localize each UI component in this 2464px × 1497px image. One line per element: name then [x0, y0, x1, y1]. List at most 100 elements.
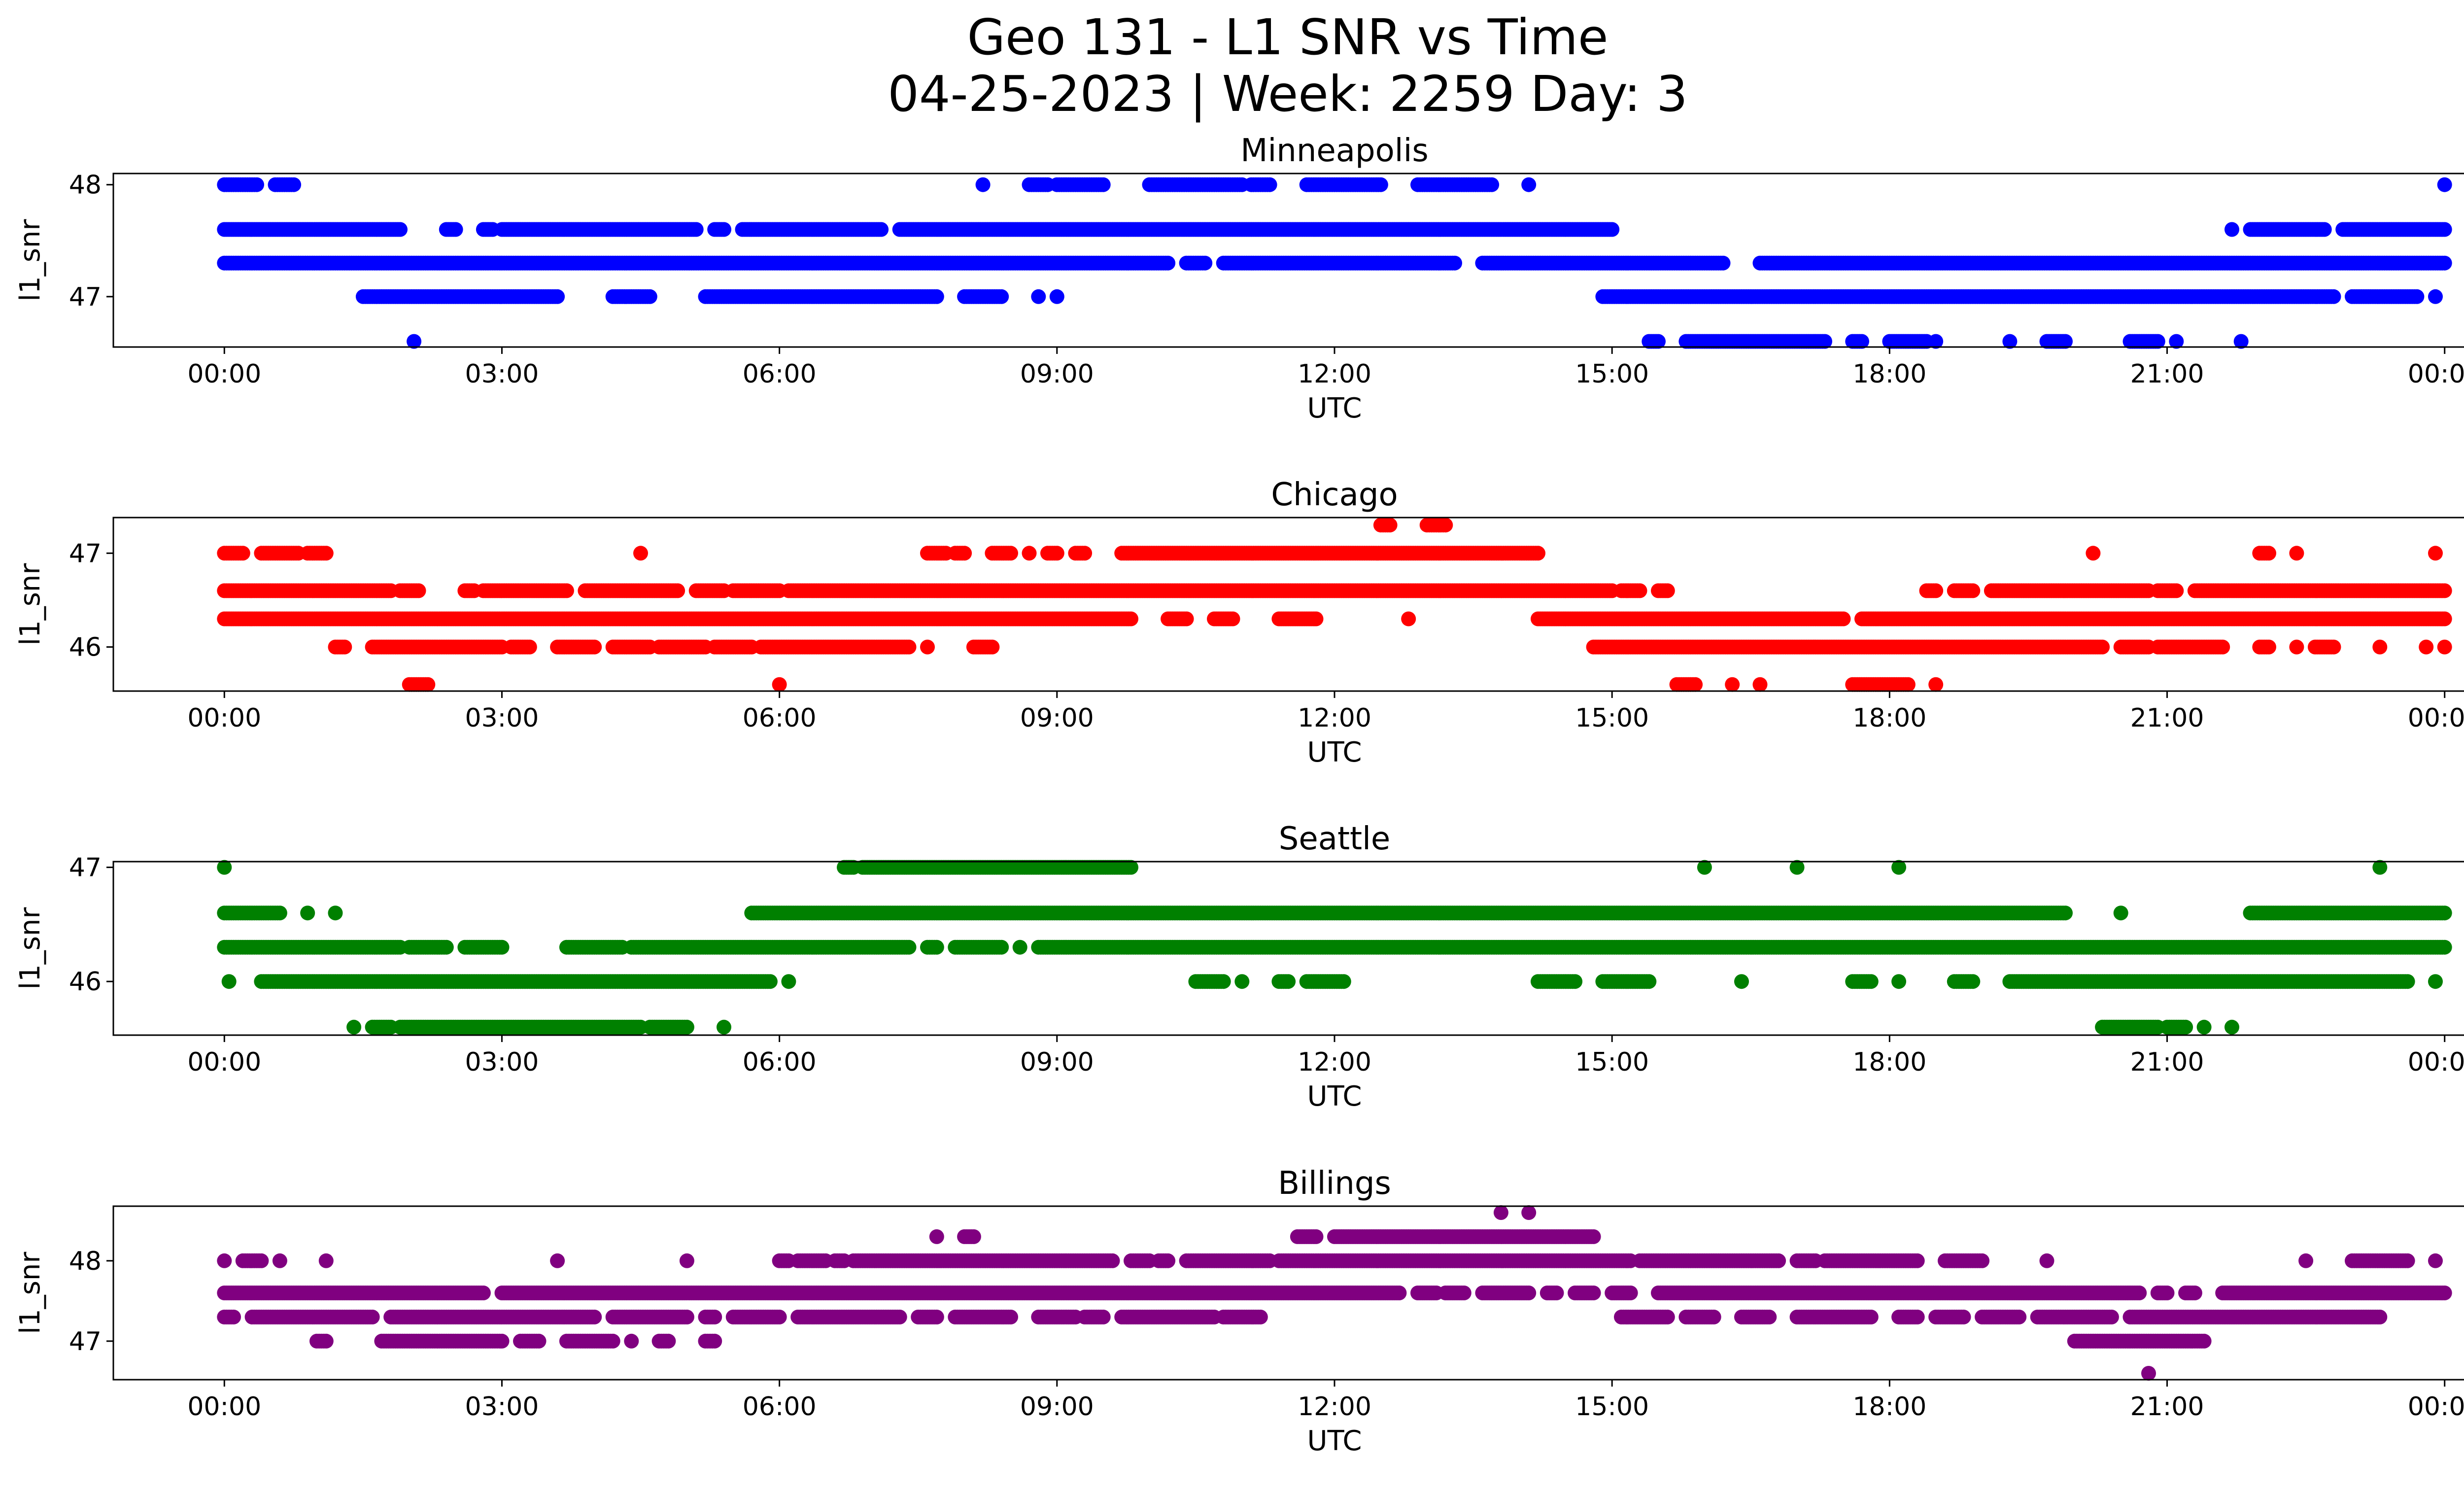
- data-point: [1383, 518, 1398, 532]
- data-point: [286, 177, 301, 192]
- data-point: [448, 222, 463, 237]
- data-point: [1077, 546, 1092, 560]
- figure-title-line2: 04-25-2023 | Week: 2259 Day: 3: [888, 65, 1687, 123]
- data-point: [874, 222, 889, 237]
- y-axis-label: l1_snr: [14, 563, 46, 646]
- data-point: [2095, 640, 2110, 655]
- data-point: [1401, 612, 1416, 627]
- x-tick-label: 18:00: [1852, 359, 1926, 389]
- x-tick-label: 00:00: [187, 703, 261, 733]
- plot-frame: [113, 518, 2464, 691]
- data-point: [1716, 256, 1731, 271]
- data-point: [2317, 222, 2332, 237]
- data-point: [1179, 612, 1194, 627]
- data-point: [1263, 177, 1277, 192]
- data-point: [559, 583, 574, 598]
- data-point: [1521, 177, 1536, 192]
- data-point: [2409, 289, 2424, 304]
- data-point: [976, 177, 991, 192]
- y-axis-label: l1_snr: [14, 219, 46, 302]
- data-point: [1836, 612, 1851, 627]
- data-point: [2289, 640, 2304, 655]
- data-point: [249, 177, 264, 192]
- x-tick-label: 12:00: [1298, 359, 1371, 389]
- series-points: [217, 860, 2452, 1035]
- data-point: [2169, 583, 2184, 598]
- x-axis-label: UTC: [1307, 736, 1362, 768]
- x-axis-label: UTC: [1307, 392, 1362, 424]
- x-tick-label: 00:00: [187, 359, 261, 389]
- x-tick-label: 00:00: [2408, 359, 2464, 389]
- data-point: [1965, 583, 1980, 598]
- data-point: [522, 640, 537, 655]
- data-point: [1484, 177, 1499, 192]
- data-point: [1309, 612, 1324, 627]
- data-point: [2327, 640, 2341, 655]
- data-point: [1688, 677, 1703, 692]
- x-tick-label: 15:00: [1575, 359, 1649, 389]
- data-point: [587, 640, 602, 655]
- data-point: [1633, 583, 1647, 598]
- data-point: [2215, 640, 2230, 655]
- data-point: [670, 583, 685, 598]
- data-point: [2437, 256, 2452, 271]
- data-point: [1050, 546, 1064, 560]
- data-point: [1531, 546, 1545, 560]
- data-point: [2261, 640, 2276, 655]
- x-tick-label: 09:00: [1020, 359, 1094, 389]
- data-point: [1226, 612, 1240, 627]
- y-tick-label: 47: [69, 539, 102, 568]
- data-point: [1161, 256, 1175, 271]
- data-point: [1753, 677, 1768, 692]
- data-point: [2327, 289, 2341, 304]
- data-point: [1725, 677, 1740, 692]
- data-point: [2086, 546, 2100, 560]
- data-point: [689, 222, 704, 237]
- data-point: [994, 289, 1009, 304]
- y-tick-label: 46: [69, 633, 102, 662]
- x-tick-label: 18:00: [1852, 703, 1926, 733]
- data-point: [643, 289, 657, 304]
- data-point: [2437, 612, 2452, 627]
- data-point: [2261, 546, 2276, 560]
- data-point: [2224, 222, 2239, 237]
- data-point: [420, 677, 435, 692]
- data-point: [1605, 222, 1619, 237]
- x-tick-label: 03:00: [465, 359, 539, 389]
- x-tick-label: 06:00: [743, 703, 817, 733]
- data-point: [2289, 546, 2304, 560]
- data-point: [411, 583, 426, 598]
- series-points: [217, 518, 2452, 692]
- y-tick-label: 47: [69, 282, 102, 312]
- series-points: [217, 177, 2452, 349]
- data-point: [2419, 640, 2433, 655]
- data-point: [1003, 546, 1018, 560]
- data-point: [319, 546, 334, 560]
- data-point: [1447, 256, 1462, 271]
- figure-title-line1: Geo 131 - L1 SNR vs Time: [967, 8, 1608, 66]
- y-tick-label: 48: [69, 171, 102, 200]
- data-point: [957, 546, 972, 560]
- x-tick-label: 21:00: [2130, 359, 2204, 389]
- data-point: [2428, 289, 2443, 304]
- data-point: [1438, 518, 1453, 532]
- data-point: [2437, 583, 2452, 598]
- data-point: [1198, 256, 1212, 271]
- subplot-title: Chicago: [1271, 477, 1398, 513]
- data-point: [2428, 546, 2443, 560]
- data-point: [985, 640, 999, 655]
- x-tick-label: 00:00: [2408, 703, 2464, 733]
- data-point: [1031, 289, 1046, 304]
- data-point: [2372, 640, 2387, 655]
- data-point: [236, 546, 250, 560]
- data-point: [1050, 289, 1064, 304]
- data-point: [920, 640, 935, 655]
- data-point: [2437, 640, 2452, 655]
- data-point: [2437, 222, 2452, 237]
- data-point: [1124, 612, 1138, 627]
